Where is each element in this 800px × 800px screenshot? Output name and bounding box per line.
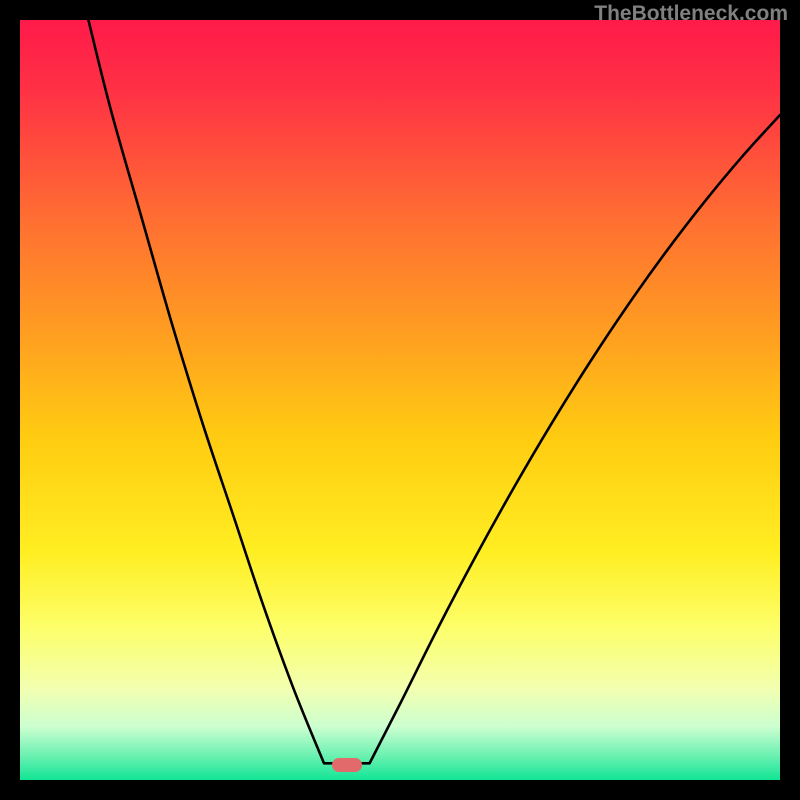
watermark-text: TheBottleneck.com [594,2,788,26]
optimum-marker [332,758,362,772]
plot-area [20,20,780,780]
bottleneck-curve [20,20,780,780]
